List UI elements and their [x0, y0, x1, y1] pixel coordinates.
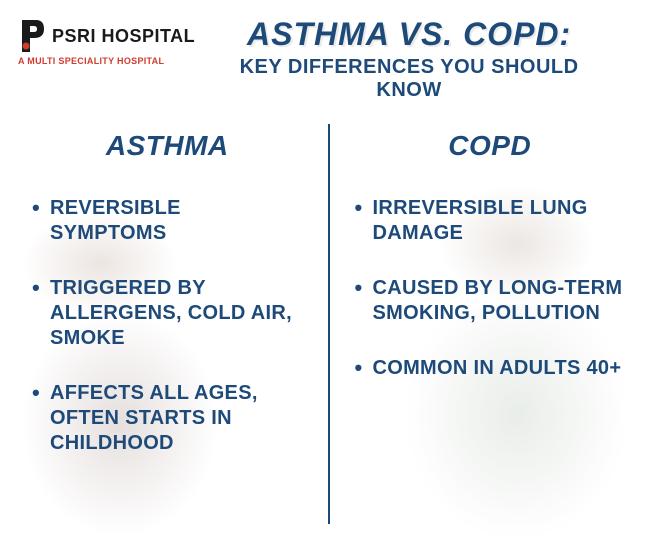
- list-item: AFFECTS ALL AGES, OFTEN STARTS IN CHILDH…: [32, 381, 303, 456]
- title-main: ASTHMA VS. COPD:: [219, 18, 599, 50]
- logo-mark-icon: [18, 18, 46, 54]
- title-sub: KEY DIFFERENCES YOU SHOULD KNOW: [219, 56, 599, 102]
- list-item: IRREVERSIBLE LUNG DAMAGE: [355, 196, 626, 246]
- copd-heading: COPD: [355, 130, 626, 162]
- asthma-heading: ASTHMA: [32, 130, 303, 162]
- copd-bullets: IRREVERSIBLE LUNG DAMAGE CAUSED BY LONG-…: [355, 196, 626, 381]
- list-item: CAUSED BY LONG-TERM SMOKING, POLLUTION: [355, 276, 626, 326]
- logo-tagline: A MULTI SPECIALITY HOSPITAL: [18, 56, 164, 66]
- vertical-divider: [328, 124, 330, 524]
- asthma-column: ASTHMA REVERSIBLE SYMPTOMS TRIGGERED BY …: [32, 130, 329, 486]
- list-item: TRIGGERED BY ALLERGENS, COLD AIR, SMOKE: [32, 276, 303, 351]
- header-row: PSRI HOSPITAL A MULTI SPECIALITY HOSPITA…: [18, 18, 639, 102]
- columns-container: ASTHMA REVERSIBLE SYMPTOMS TRIGGERED BY …: [18, 130, 639, 486]
- logo-text: PSRI HOSPITAL: [52, 27, 195, 45]
- list-item: COMMON IN ADULTS 40+: [355, 356, 626, 381]
- hospital-logo: PSRI HOSPITAL A MULTI SPECIALITY HOSPITA…: [18, 18, 195, 66]
- asthma-bullets: REVERSIBLE SYMPTOMS TRIGGERED BY ALLERGE…: [32, 196, 303, 456]
- content-root: PSRI HOSPITAL A MULTI SPECIALITY HOSPITA…: [0, 0, 657, 486]
- logo-top-row: PSRI HOSPITAL: [18, 18, 195, 54]
- copd-column: COPD IRREVERSIBLE LUNG DAMAGE CAUSED BY …: [329, 130, 626, 486]
- list-item: REVERSIBLE SYMPTOMS: [32, 196, 303, 246]
- title-block: ASTHMA VS. COPD: KEY DIFFERENCES YOU SHO…: [219, 18, 639, 102]
